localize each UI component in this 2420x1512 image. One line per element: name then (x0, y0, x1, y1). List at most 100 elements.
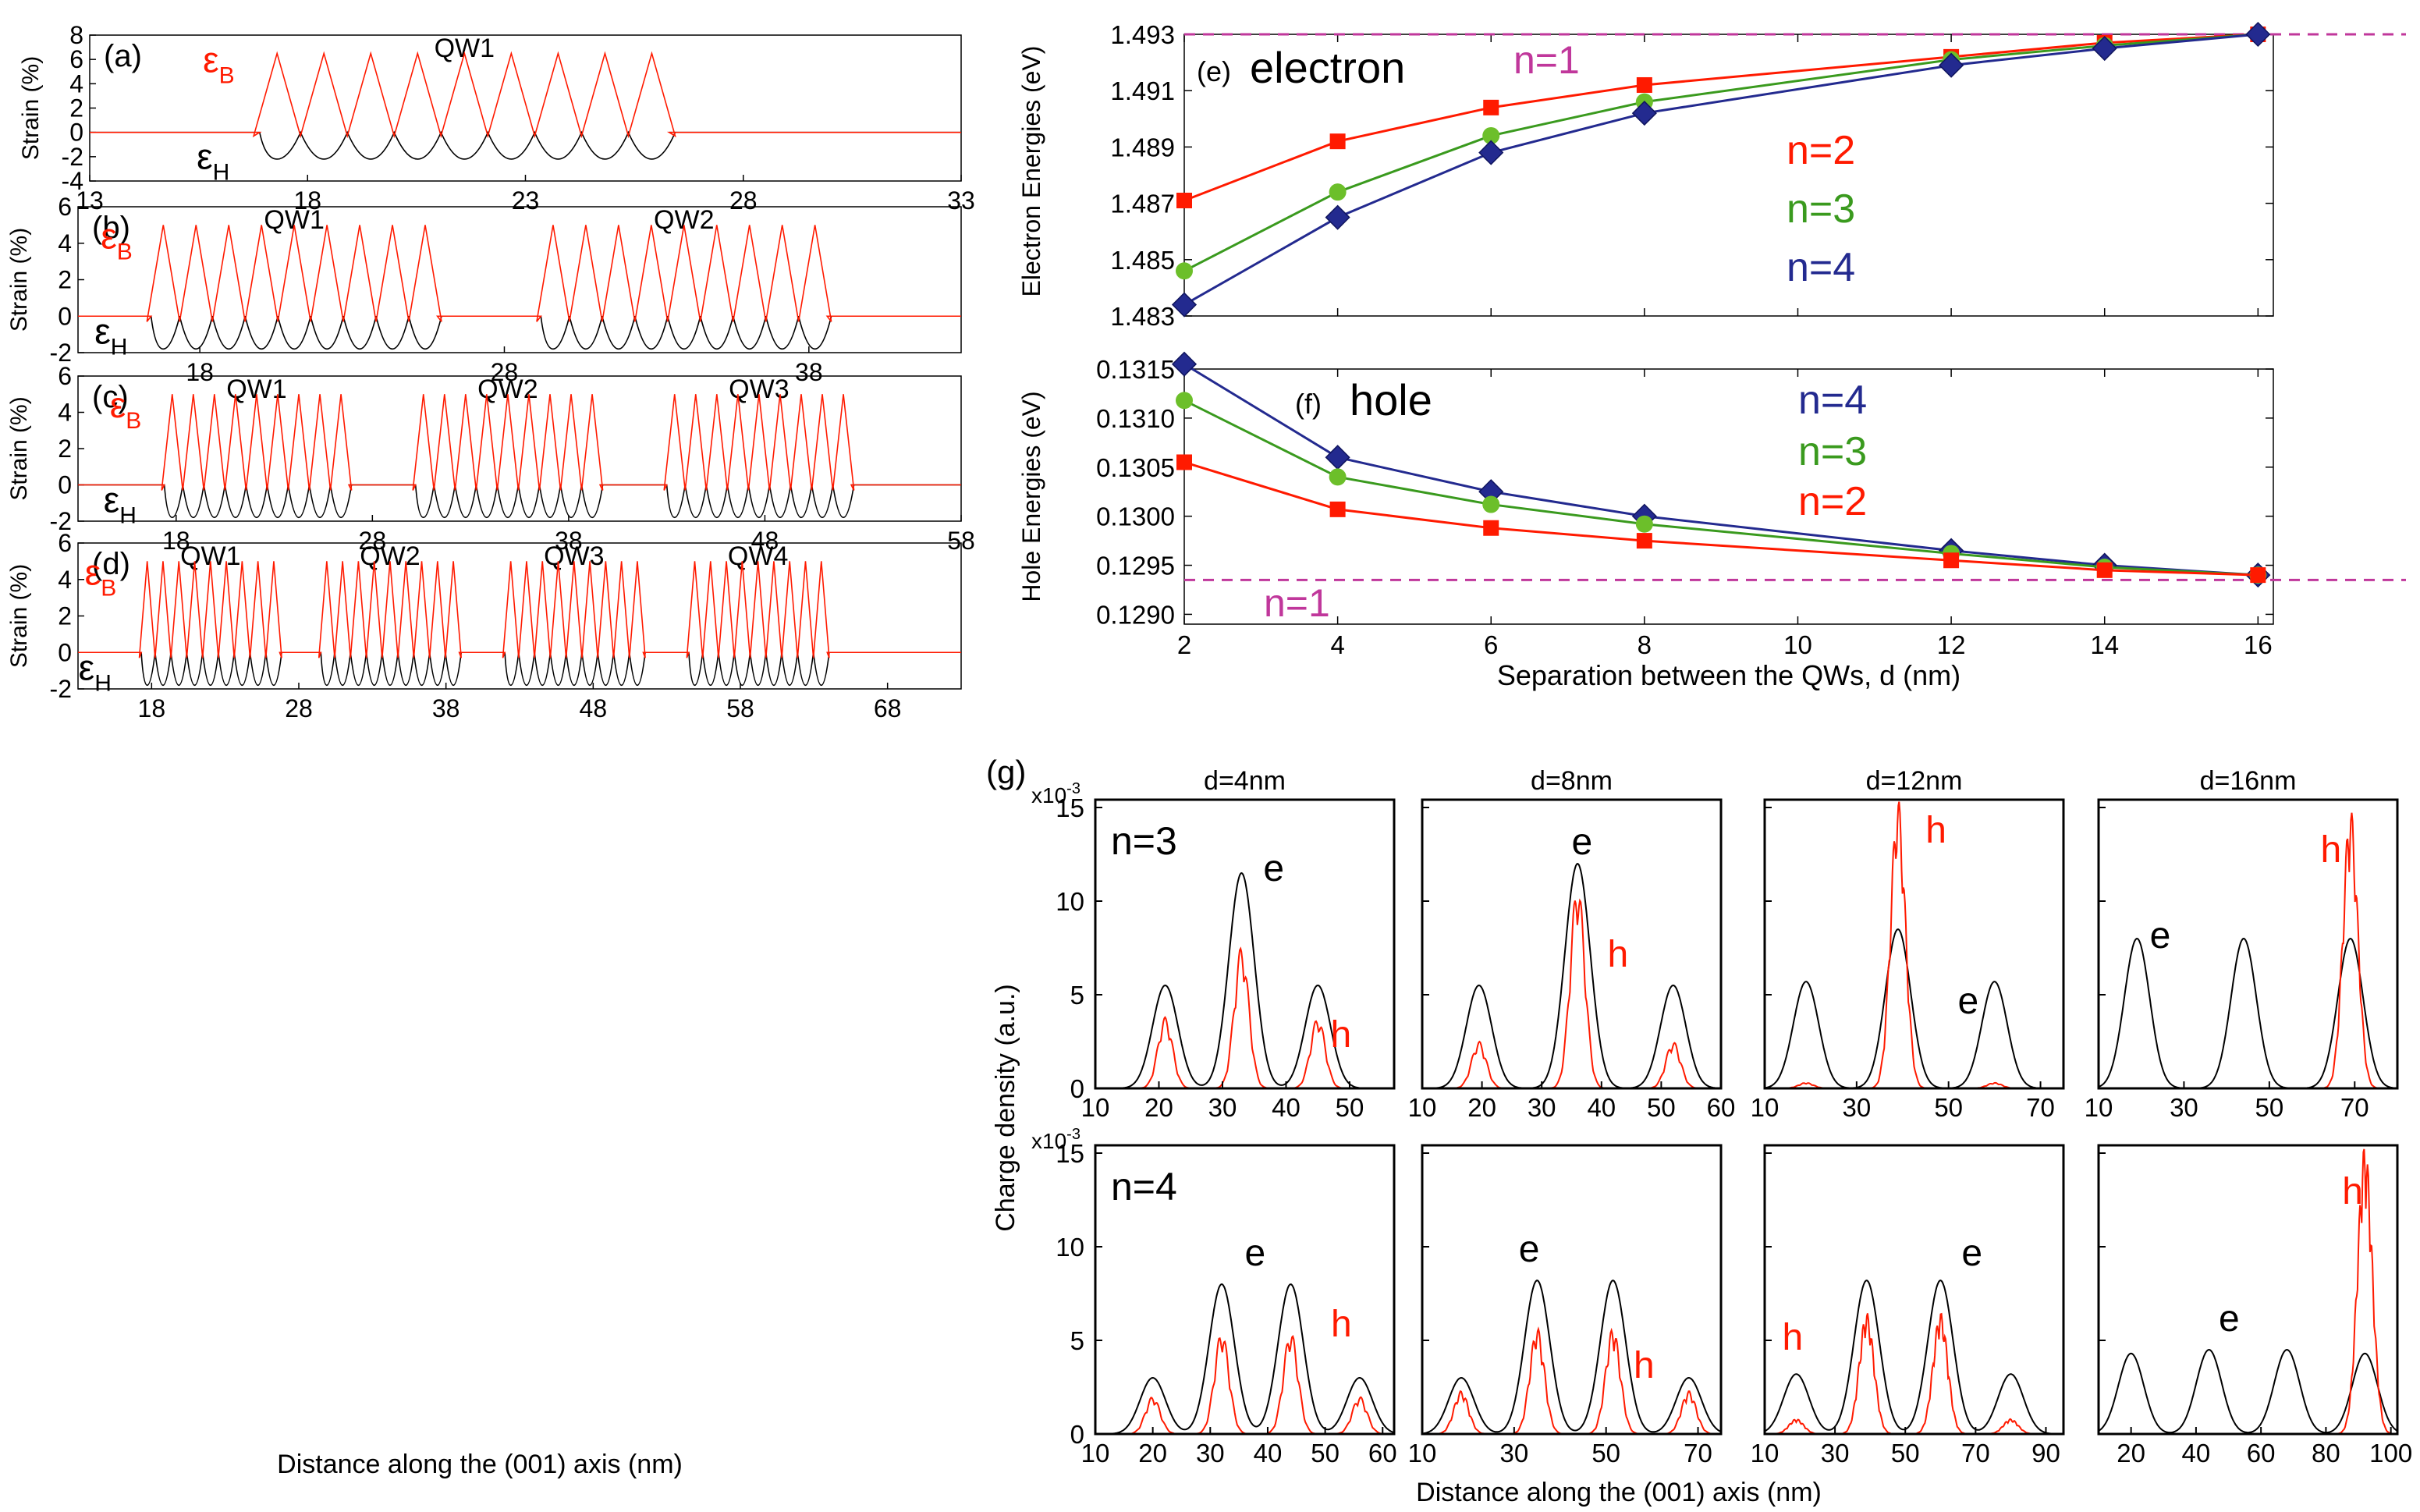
x-tick-label: 50 (1891, 1439, 1920, 1468)
y-exponent-sup: -3 (1066, 1126, 1080, 1143)
hole-label: h (1331, 1014, 1352, 1056)
x-tick-label: 16 (2244, 630, 2273, 659)
charge-density-x-label: Distance along the (001) axis (nm) (1416, 1478, 1822, 1507)
y-exponent-sup: -3 (1066, 780, 1080, 797)
point-n=2 (1483, 520, 1499, 536)
point-n=3 (1176, 392, 1193, 410)
x-tick-label: 50 (1591, 1439, 1620, 1468)
legend-n1: n=1 (1264, 581, 1330, 625)
y-tick-label: 2 (58, 266, 72, 294)
x-tick-label: 10 (1081, 1093, 1110, 1122)
electron-density-curve (2099, 1348, 2397, 1434)
x-tick-label: 30 (1499, 1439, 1528, 1468)
electron-density-curve (1765, 928, 2063, 1088)
electron-density-curve (1765, 1280, 2063, 1434)
y-tick-label: 0.1305 (1096, 453, 1175, 482)
density-plot-n=4-d=16nm: 20 40 60 80 100 e h (2097, 1144, 2412, 1468)
point-n=4 (1325, 204, 1350, 230)
point-n=4 (2092, 35, 2117, 62)
y-tick-label: 1.493 (1110, 20, 1175, 49)
y-tick-label: 10 (1056, 1233, 1084, 1262)
x-tick-label: 48 (580, 694, 608, 722)
electron-label: e (1957, 981, 1978, 1022)
electron-label: e (2219, 1298, 2240, 1340)
x-tick-label: 68 (874, 694, 902, 722)
hole-label: h (1634, 1345, 1655, 1386)
x-tick-label: 70 (2026, 1093, 2055, 1122)
y-tick-label: 0 (58, 471, 72, 499)
column-title: d=4nm (1204, 766, 1286, 796)
point-n=2 (2096, 562, 2113, 578)
y-tick-label: 6 (58, 529, 72, 557)
y-tick-label: 1.483 (1110, 302, 1175, 331)
hole-label: h (1607, 934, 1628, 975)
y-tick-label: 2 (69, 94, 83, 122)
point-n=4 (1171, 292, 1198, 318)
x-tick-label: 12 (1937, 630, 1966, 659)
y-tick-label: 4 (69, 69, 83, 98)
x-tick-label: 50 (1647, 1093, 1676, 1122)
y-tick-label: 1.485 (1110, 246, 1175, 275)
point-n=2 (1176, 454, 1192, 470)
x-tick-label: 10 (1408, 1093, 1437, 1122)
y-tick-label: 0.1310 (1096, 404, 1175, 433)
y-axis-label: Strain (%) (6, 396, 32, 500)
x-tick-label: 30 (1208, 1093, 1237, 1122)
y-tick-label: 4 (58, 566, 72, 594)
hole-density-curve (1765, 801, 2063, 1088)
qw-label: QW1 (435, 34, 495, 63)
y-tick-label: -2 (50, 675, 72, 703)
y-tick-label: 2 (58, 435, 72, 463)
x-tick-label: 30 (1821, 1439, 1850, 1468)
series-line-n=3 (1183, 399, 2259, 577)
point-n=2 (1329, 133, 1346, 150)
electron-density-curve (1095, 871, 1394, 1088)
row-label: n=3 (1111, 819, 1177, 863)
x-tick-label: 90 (2031, 1439, 2060, 1468)
y-tick-label: 1.489 (1110, 133, 1175, 161)
legend-n2: n=2 (1787, 128, 1855, 173)
y-tick-label: 6 (69, 45, 83, 73)
x-tick-label: 10 (1783, 630, 1812, 659)
epsilon-b-curve (78, 561, 961, 658)
y-axis-label: Strain (%) (6, 564, 32, 668)
x-tick-label: 38 (432, 694, 460, 722)
x-tick-label: 60 (2247, 1439, 2276, 1468)
y-tick-label: 6 (58, 362, 72, 390)
x-axis-label: Separation between the QWs, d (nm) (1497, 659, 1960, 691)
y-tick-label: 0 (1070, 1420, 1084, 1449)
y-tick-label: 2 (58, 602, 72, 630)
hole-label: h (2342, 1171, 2363, 1212)
x-tick-label: 13 (76, 186, 104, 215)
panel-f: 2 4 6 8 10 12 14 16 0.1290 0.1295 0.1300 0.1305 0.13… (1017, 351, 2406, 691)
epsilon-b-subscript: B (126, 408, 141, 434)
panel-e: 1.483 1.485 1.487 1.489 1.491 1.493 Electron E… (1017, 20, 2406, 331)
panel-title: hole (1350, 375, 1432, 424)
x-tick-label: 20 (1138, 1439, 1167, 1468)
point-n=2 (1636, 76, 1652, 93)
y-tick-label: 0 (69, 119, 83, 147)
legend-n2: n=2 (1798, 479, 1867, 524)
x-tick-label: 60 (1368, 1439, 1397, 1468)
x-tick-label: 48 (751, 527, 779, 555)
x-tick-label: 20 (1144, 1093, 1173, 1122)
y-tick-label: 1.487 (1110, 190, 1175, 218)
point-n=4 (1478, 140, 1504, 165)
panel-label: (c) (92, 380, 129, 414)
y-tick-label: 5 (1070, 1326, 1084, 1355)
hole-label: h (1331, 1304, 1352, 1345)
panel-title: electron (1250, 43, 1405, 92)
epsilon-h-curve (78, 315, 961, 350)
x-tick-label: 18 (138, 694, 166, 722)
x-tick-label: 30 (1528, 1093, 1556, 1122)
plot-frame (1183, 368, 2274, 625)
qw-label: QW2 (654, 205, 714, 235)
x-tick-label: 10 (1751, 1093, 1780, 1122)
plot-frame (1421, 798, 1723, 1090)
x-tick-label: 18 (293, 186, 321, 215)
y-axis-label: Electron Energies (eV) (1017, 46, 1045, 297)
x-tick-label: 28 (729, 186, 758, 215)
